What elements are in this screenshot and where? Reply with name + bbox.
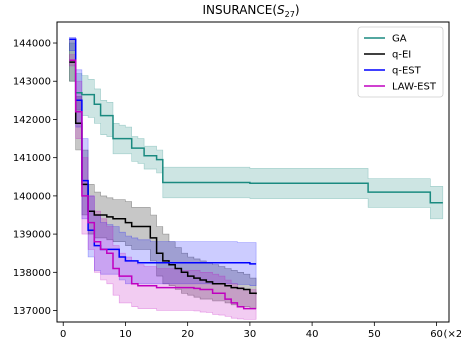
- y-tick-label: 144000: [13, 39, 51, 50]
- y-axis: 137000 138000 139000 140000 141000 142000 1430…: [13, 39, 57, 317]
- y-tick-label: 140000: [13, 191, 51, 202]
- chart-title: INSURANCE(S27): [202, 3, 299, 19]
- plot-frame: [56, 21, 450, 323]
- y-tick-label: 141000: [13, 153, 51, 164]
- chart-title-suffix: ): [295, 3, 300, 17]
- confidence-bands: [69, 36, 444, 320]
- legend-label-law-est: LAW-EST: [392, 82, 437, 93]
- legend-box: [357, 26, 444, 98]
- x-tick-label: 0: [60, 329, 66, 340]
- legend-label-q-est: q-EST: [392, 66, 422, 77]
- y-tick-label: 143000: [13, 77, 51, 88]
- x-axis: 0 10 20 30 40 50 60: [60, 322, 443, 340]
- x-tick-label: 40: [306, 329, 319, 340]
- legend-label-q-ei: q-EI: [392, 50, 411, 61]
- law-est-line: [69, 59, 257, 310]
- law-est-band: [69, 54, 257, 320]
- x-tick-label: 10: [119, 329, 132, 340]
- ga-line: [69, 59, 443, 204]
- y-tick-label: 139000: [13, 230, 51, 241]
- chart-title-symbol: S: [277, 3, 285, 17]
- y-tick-label: 142000: [13, 115, 51, 126]
- x-multiplier-label: (×20): [444, 329, 461, 340]
- legend: GA q-EI q-EST LAW-EST: [357, 26, 444, 98]
- y-tick-label: 138000: [13, 268, 51, 279]
- legend-label-ga: GA: [392, 34, 407, 45]
- q-est-band: [69, 36, 257, 287]
- x-tick-label: 50: [368, 329, 381, 340]
- chart-title-prefix: INSURANCE(: [202, 3, 277, 17]
- series-lines: [69, 38, 443, 310]
- x-tick-label: 60: [430, 329, 443, 340]
- y-tick-label: 137000: [13, 306, 51, 317]
- chart-title-subscript: 27: [285, 10, 295, 19]
- x-tick-label: 30: [244, 329, 257, 340]
- q-ei-band: [69, 38, 257, 309]
- x-tick-label: 20: [181, 329, 194, 340]
- ga-band: [69, 42, 444, 220]
